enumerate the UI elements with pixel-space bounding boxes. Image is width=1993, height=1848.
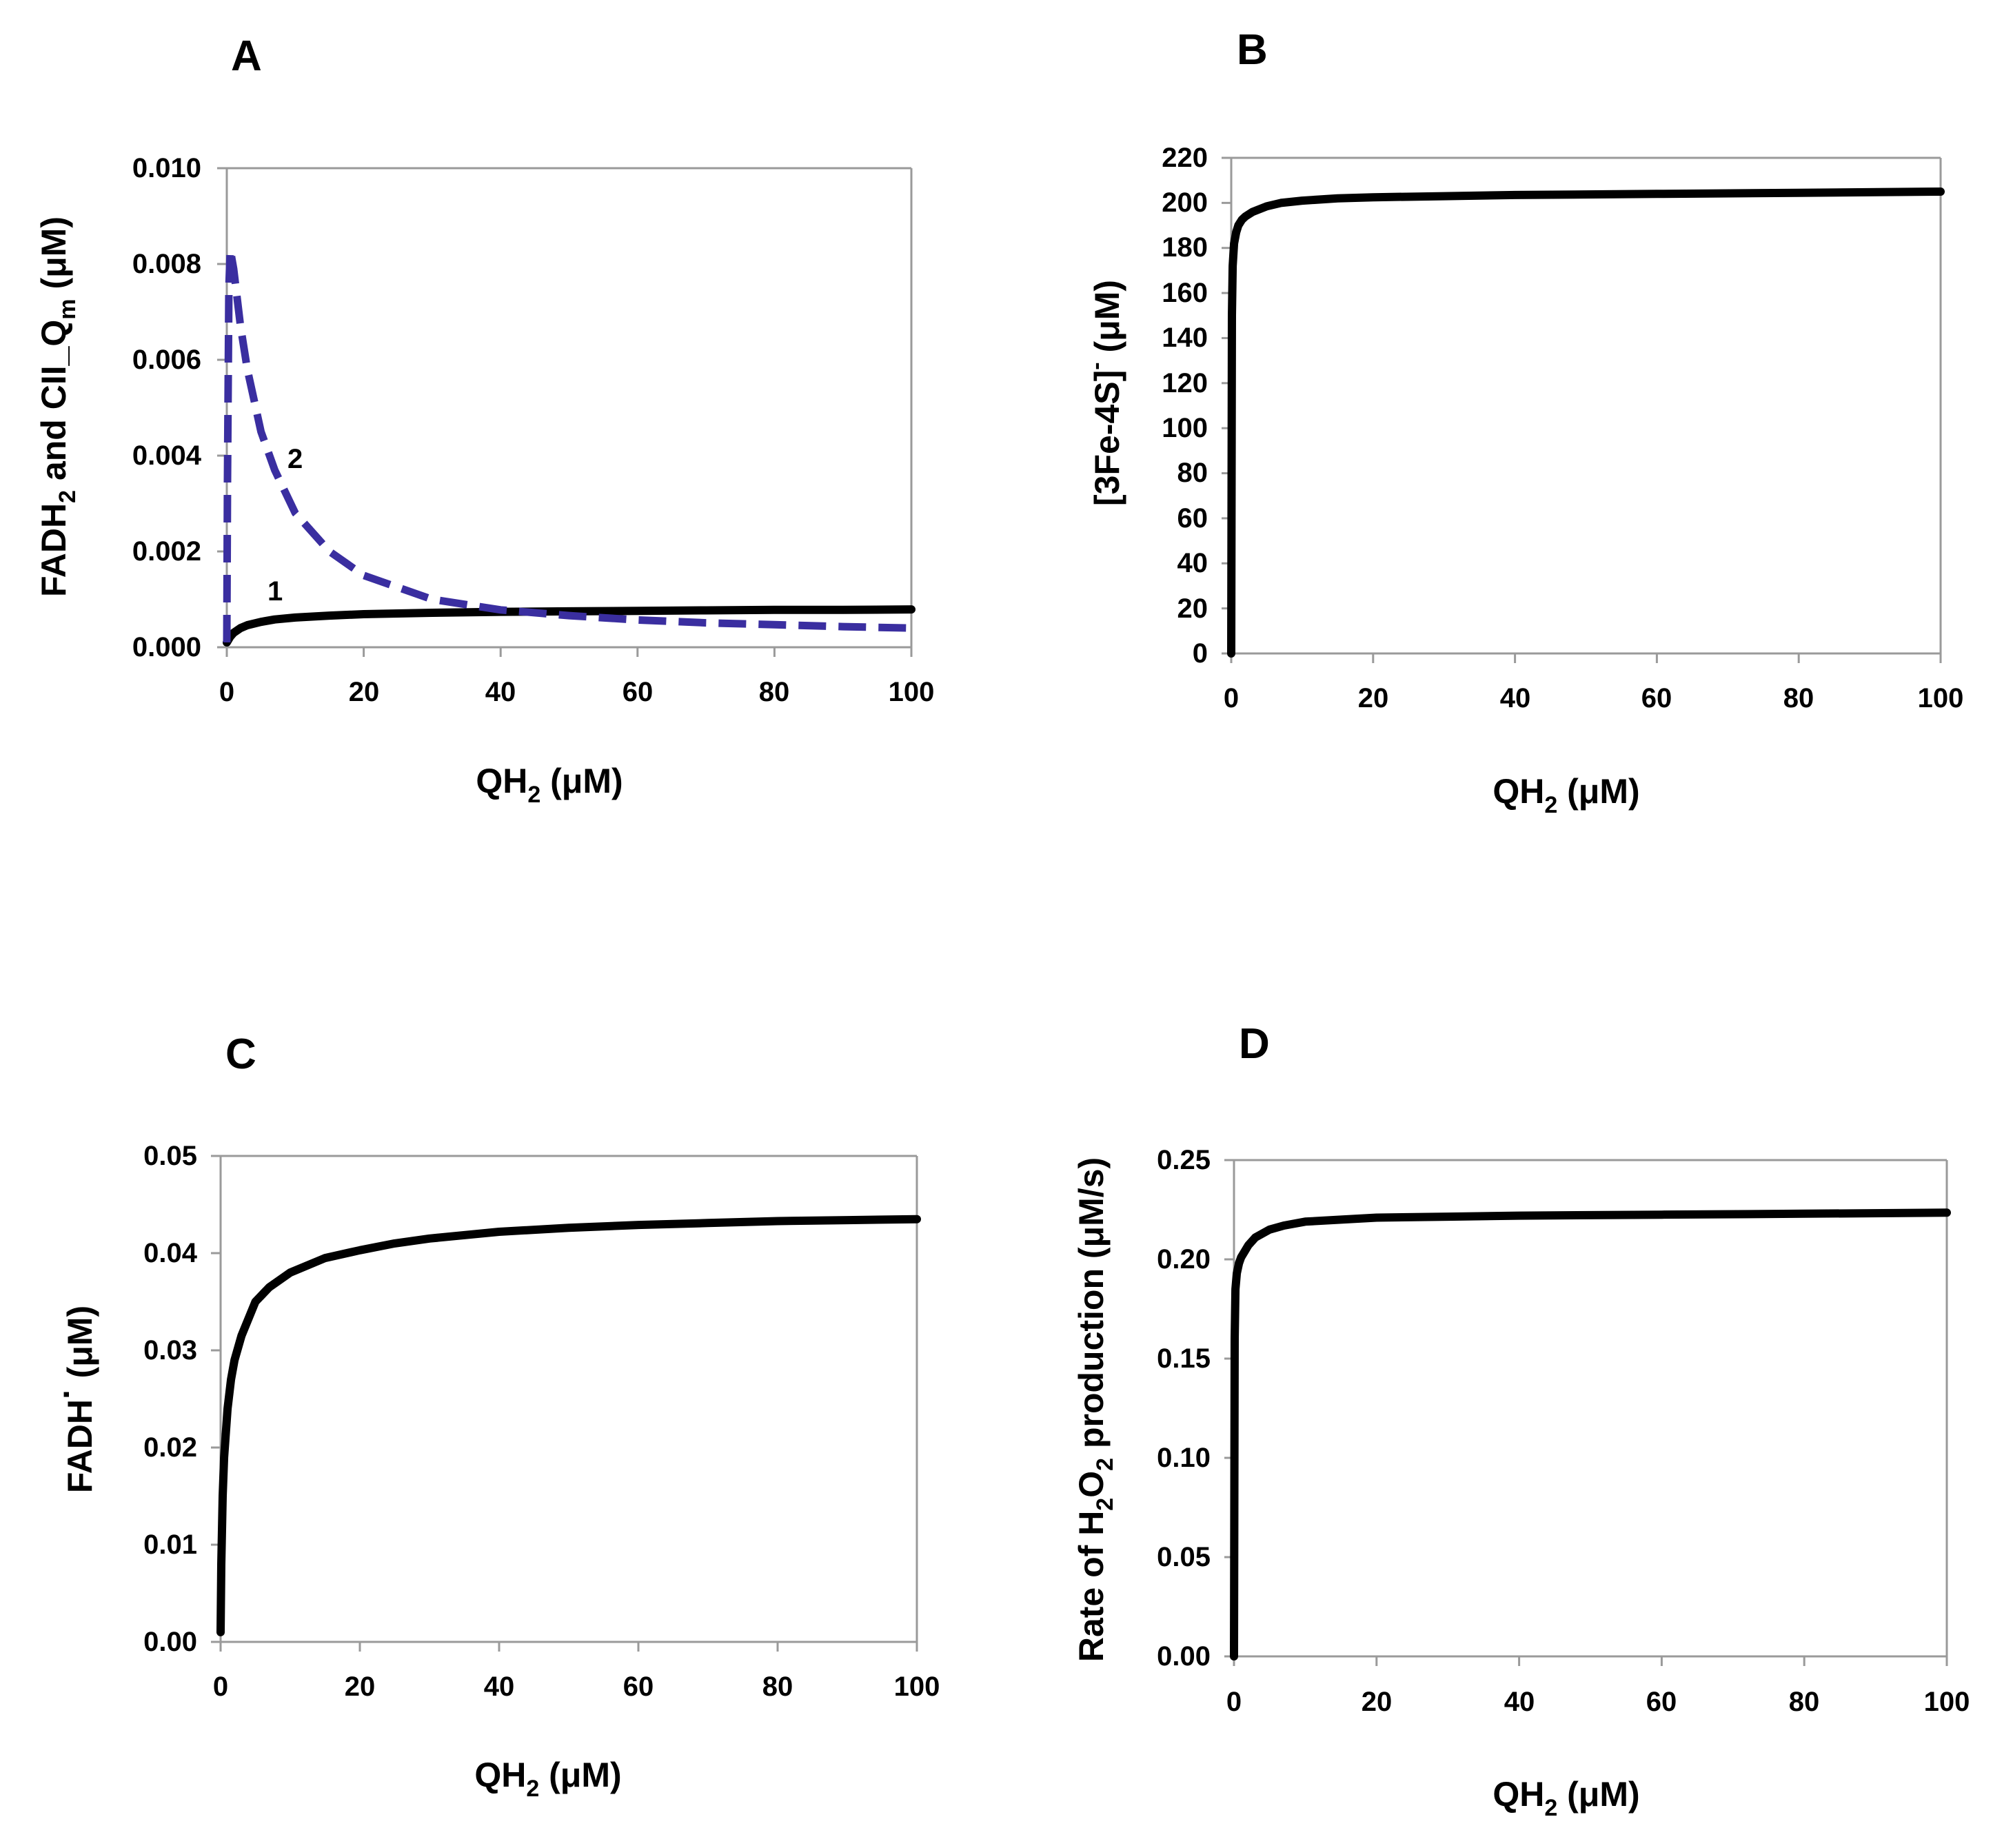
panel-d: D 0.00 0.05 0.10 0.15 0.20 0.25 0 20 40 … <box>1072 1020 1970 1821</box>
x-tick-label: 60 <box>1641 683 1672 713</box>
x-tick-label: 40 <box>484 1672 515 1702</box>
x-axis-title: QH2 (μM) <box>474 1756 621 1802</box>
y-tick-label: 0.05 <box>143 1141 197 1171</box>
x-tick-label: 0 <box>1224 683 1239 713</box>
series-line <box>1230 1208 1951 1661</box>
x-tick-labels: 0 20 40 60 80 100 <box>219 677 935 707</box>
x-tick-label: 100 <box>894 1672 940 1702</box>
panel-c: C 0.00 0.01 0.02 0.03 0.04 0.05 0 20 40 … <box>47 1030 940 1802</box>
y-tick-label: 0.05 <box>1157 1542 1211 1572</box>
y-axis-title: [3Fe-4S]- (μM) <box>1083 280 1126 506</box>
y-axis-title: FADH2 and CII_Qm (μM) <box>34 216 81 597</box>
x-tick-label: 100 <box>889 677 935 707</box>
y-tick-label: 0.00 <box>1157 1641 1211 1672</box>
tick-marks <box>217 167 913 657</box>
x-tick-label: 20 <box>1362 1687 1393 1717</box>
series-line <box>216 1215 921 1636</box>
x-tick-label: 60 <box>1646 1687 1677 1717</box>
y-tick-labels: 0.000 0.002 0.004 0.006 0.008 0.010 <box>132 153 202 662</box>
y-tick-label: 160 <box>1162 278 1208 308</box>
y-tick-label: 0.002 <box>132 536 201 567</box>
panel-b: B 0 20 40 60 80 100 120 140 160 180 200 … <box>1083 26 1963 818</box>
panel-letter-c: C <box>225 1030 256 1078</box>
x-tick-label: 80 <box>1783 683 1814 713</box>
panel-letter-b: B <box>1237 26 1268 74</box>
y-tick-label: 180 <box>1162 232 1208 263</box>
y-tick-labels: 0.00 0.01 0.02 0.03 0.04 0.05 <box>143 1141 198 1657</box>
y-tick-label: 0 <box>1193 638 1208 669</box>
y-tick-label: 20 <box>1177 593 1208 624</box>
x-axis-title: QH2 (μM) <box>1493 772 1639 818</box>
x-tick-label: 40 <box>485 677 516 707</box>
y-tick-label: 0.006 <box>132 345 201 375</box>
y-tick-label: 80 <box>1177 458 1208 488</box>
series-line-2 <box>223 245 912 643</box>
x-tick-label: 80 <box>762 1672 793 1702</box>
y-tick-label: 0.20 <box>1157 1244 1211 1275</box>
x-tick-labels: 0 20 40 60 80 100 <box>1224 683 1964 713</box>
y-tick-label: 140 <box>1162 323 1208 353</box>
y-tick-label: 0.01 <box>143 1530 197 1560</box>
y-tick-label: 0.10 <box>1157 1443 1211 1473</box>
panel-letter-d: D <box>1239 1020 1270 1068</box>
x-tick-label: 0 <box>1226 1687 1242 1717</box>
y-tick-label: 0.02 <box>143 1432 197 1463</box>
x-tick-label: 20 <box>1358 683 1389 713</box>
tick-marks <box>1224 1159 1948 1666</box>
x-tick-labels: 0 20 40 60 80 100 <box>1226 1687 1970 1717</box>
y-tick-label: 0.010 <box>132 153 201 183</box>
x-tick-label: 80 <box>759 677 790 707</box>
x-tick-label: 80 <box>1789 1687 1820 1717</box>
x-tick-label: 0 <box>213 1672 228 1702</box>
x-tick-label: 0 <box>219 677 234 707</box>
panel-a: A 0.000 0.002 0.004 0.006 0.008 0.010 0 … <box>34 32 934 808</box>
y-tick-label: 0.004 <box>132 440 202 471</box>
x-axis-title: QH2 (μM) <box>476 762 623 808</box>
y-tick-label: 40 <box>1177 548 1208 578</box>
series-line <box>1227 187 1945 658</box>
y-tick-label: 120 <box>1162 368 1208 398</box>
y-tick-label: 0.03 <box>143 1335 197 1365</box>
y-tick-labels: 0.00 0.05 0.10 0.15 0.20 0.25 <box>1157 1145 1211 1672</box>
x-tick-label: 60 <box>623 677 654 707</box>
y-axis-title: Rate of H2O2 production (μM/s) <box>1072 1157 1118 1662</box>
x-tick-label: 100 <box>1924 1687 1970 1717</box>
series-line-1 <box>223 605 915 647</box>
y-tick-label: 220 <box>1162 143 1208 173</box>
x-axis-title: QH2 (μM) <box>1493 1775 1639 1821</box>
x-tick-label: 40 <box>1504 1687 1535 1717</box>
series-label-2: 2 <box>287 444 303 474</box>
y-tick-label: 60 <box>1177 503 1208 534</box>
x-tick-label: 100 <box>1918 683 1964 713</box>
x-tick-label: 20 <box>345 1672 376 1702</box>
y-tick-label: 0.15 <box>1157 1343 1211 1374</box>
y-tick-labels: 0 20 40 60 80 100 120 140 160 180 200 22… <box>1162 143 1208 669</box>
y-tick-label: 0.008 <box>132 249 201 279</box>
tick-marks <box>1222 156 1942 663</box>
series-label-1: 1 <box>267 576 283 607</box>
y-tick-label: 0.04 <box>143 1238 198 1268</box>
y-tick-label: 100 <box>1162 413 1208 443</box>
y-tick-label: 200 <box>1162 187 1208 218</box>
y-axis-title: FADH· (μM) <box>47 1306 99 1493</box>
x-tick-labels: 0 20 40 60 80 100 <box>213 1672 940 1702</box>
x-tick-label: 60 <box>623 1672 654 1702</box>
panel-letter-a: A <box>231 32 262 80</box>
y-tick-label: 0.00 <box>143 1627 197 1657</box>
y-tick-label: 0.25 <box>1157 1145 1211 1175</box>
y-tick-label: 0.000 <box>132 632 201 662</box>
x-tick-label: 40 <box>1500 683 1531 713</box>
x-tick-label: 20 <box>349 677 380 707</box>
